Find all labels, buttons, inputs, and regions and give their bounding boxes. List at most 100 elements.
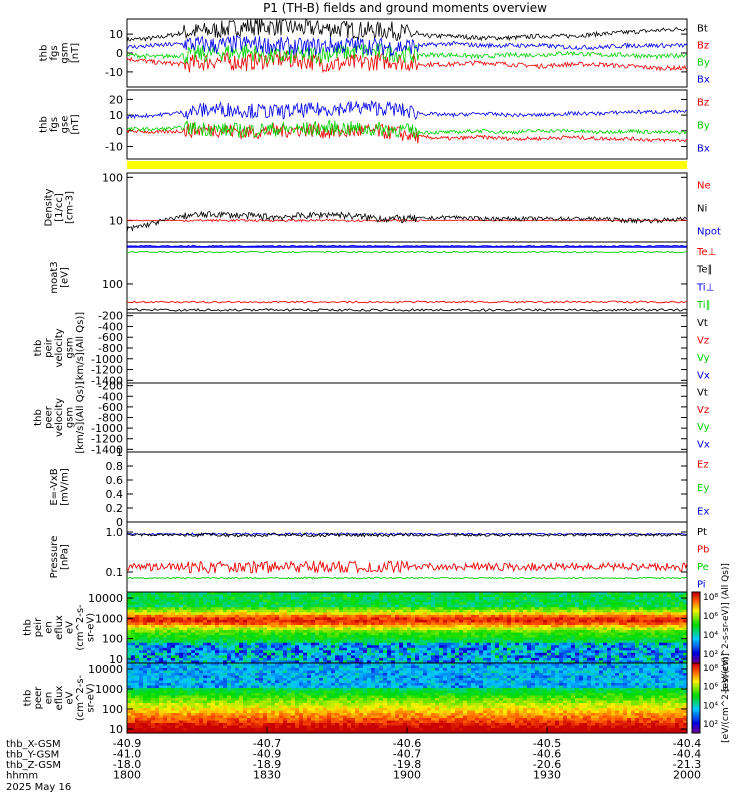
x-tick-label: -20.6 [533,758,561,771]
x-tick-label: -40.5 [533,737,561,750]
colorbar-tick: 10⁸ [703,593,718,603]
y-tick-label: -1000 [91,422,123,435]
y-tick-label: 100 [102,171,123,184]
y-axis-label: [km/s](All Qs)] [75,312,86,384]
y-tick-label: 0.6 [106,474,124,487]
legend-label: Vx [697,439,710,450]
colorbar-tick: 10² [703,720,718,730]
legend-label: Bz [697,41,709,52]
x-tick-label: -40.6 [533,748,561,761]
x-tick-label: -21.3 [673,758,701,771]
y-axis-label: velocity [54,328,65,367]
series-line-Bt [126,18,688,43]
panel-frame [126,521,688,593]
y-tick-label: -200 [98,310,123,323]
legend-label: Ez [697,460,709,471]
panel-frame [126,172,688,243]
x-tick-label: -40.4 [673,737,701,750]
y-axis-label: gsm [65,337,76,358]
y-tick-label: 0 [116,47,123,60]
y-tick-label: -400 [98,390,123,403]
series-line-By [126,119,688,139]
y-tick-label: -1400 [91,443,123,456]
y-axis-label: thb [23,690,34,707]
y-axis-label: [nT] [70,43,81,63]
colorbar-tick: 10² [703,650,718,660]
y-axis-label: sr-eV) [86,613,97,642]
y-tick-label: 20 [109,93,123,106]
y-tick-label: 100 [102,278,123,291]
y-axis-label: fgs [49,45,60,60]
x-tick-label: -18.0 [113,758,141,771]
y-tick-label: -600 [98,331,123,344]
legend-label: Ne [697,181,711,192]
y-tick-label: 100 [102,633,123,646]
legend-label: Ni [697,204,707,215]
y-tick-label: 100 [102,703,123,716]
quality-flag-bar [127,161,687,169]
legend-label: Bt [697,24,708,35]
y-tick-label: 10000 [88,663,123,676]
colorbar-label: [eV/(cm^2-s-sr-eV)] (All Qs)] [721,563,731,692]
colorbar: 10⁸ 10⁶ 10⁴ 10² [eV/(cm^2-s-sr-eV)] (All Qs)… [691,563,731,692]
y-tick-label: -200 [98,380,123,393]
y-tick-label: 0.8 [106,460,124,473]
x-tick-label: -40.4 [673,748,701,761]
y-axis-label: (cm^2-s- [75,604,86,651]
y-tick-label: -1000 [91,353,123,366]
series-trace [127,250,688,254]
y-axis-label: velocity [54,398,65,437]
y-tick-label: -800 [98,342,123,355]
y-axis-label: thb [38,116,49,133]
y-tick-label: 10 [109,723,123,736]
heatmap-cells [127,592,688,664]
panel-peir_spectrogram: 10000 1000 100 10 thb peir en eflux eV (cm^2-s-sr… [23,563,732,692]
y-axis-label: [cm-3] [65,191,76,224]
legend-label: Ti⊥ [696,282,714,293]
y-axis-label: thb [38,45,49,62]
series-line-Bz [126,48,688,74]
y-tick-label: 0.2 [106,502,124,515]
colorbar-tick: 10⁶ [703,612,718,622]
y-axis-label: gsm [59,42,70,63]
x-tick-label: -40.7 [253,737,281,750]
legend-label: Pb [697,544,709,555]
y-tick-label: 0 [116,125,123,138]
plot-title: P1 (TH-B) fields and ground moments over… [263,1,547,15]
legend-label: Vx [697,370,710,381]
x-axis-row-label: thb_Y-GSM [6,750,59,761]
panel-pressure: 1.0 0.1 Pressure [nPa] Pt Pb Pe Pi [49,521,709,593]
panel-frame [126,382,688,453]
y-axis-label: [nPa] [59,544,70,570]
legend-label: Bx [697,144,710,155]
legend-label: Ex [697,506,709,517]
x-axis-row-label: hhmm [6,771,38,782]
y-axis-label: eV [65,691,76,704]
y-axis-label: [km/s](All Qs)] [75,381,86,453]
heatmap-cells [127,663,688,734]
y-tick-label: -10 [105,66,123,79]
y-tick-label: -10 [105,140,123,153]
legend-label: Bx [697,75,710,86]
y-axis-label: E=-VxB [49,468,60,505]
colorbar-tick: 10⁴ [703,631,718,641]
x-tick-label: -41.0 [113,748,141,761]
series-line-By [126,43,688,65]
y-tick-label: -600 [98,401,123,414]
colorbar-tick: 10⁸ [703,664,718,674]
y-tick-label: 1000 [95,612,123,625]
x-tick-label: 1930 [533,769,561,782]
panel-frame [126,89,688,160]
y-axis-label: thb [23,619,34,636]
y-axis-label: eV [65,621,76,634]
y-tick-label: 10 [109,214,123,227]
y-axis-label: [1/cc] [54,193,65,222]
x-tick-label: 2000 [673,769,701,782]
panel-fgs_gsm: -10 0 10 thb fgs gsm [nT] Bt Bz By Bx [38,18,710,88]
x-tick-label: -40.9 [253,748,281,761]
y-axis-label: [eV] [59,267,70,288]
legend-label: Vt [697,318,708,329]
y-tick-label: 0.4 [106,488,124,501]
y-axis-label: gsm [65,407,76,428]
y-tick-label: -1200 [91,364,123,377]
